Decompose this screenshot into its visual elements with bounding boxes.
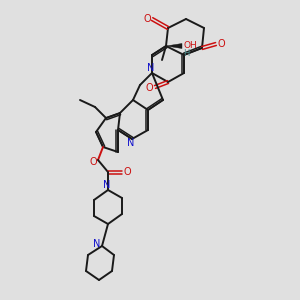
Text: N: N [127, 138, 135, 148]
Text: O: O [145, 83, 153, 93]
Text: O: O [89, 157, 97, 167]
Polygon shape [166, 44, 182, 49]
Text: O: O [143, 14, 151, 24]
Text: N: N [103, 180, 111, 190]
Text: H: H [183, 50, 189, 58]
Text: OH: OH [183, 40, 197, 50]
Text: N: N [93, 239, 101, 249]
Text: O: O [123, 167, 131, 177]
Text: O: O [217, 39, 225, 49]
Text: N: N [147, 63, 155, 73]
